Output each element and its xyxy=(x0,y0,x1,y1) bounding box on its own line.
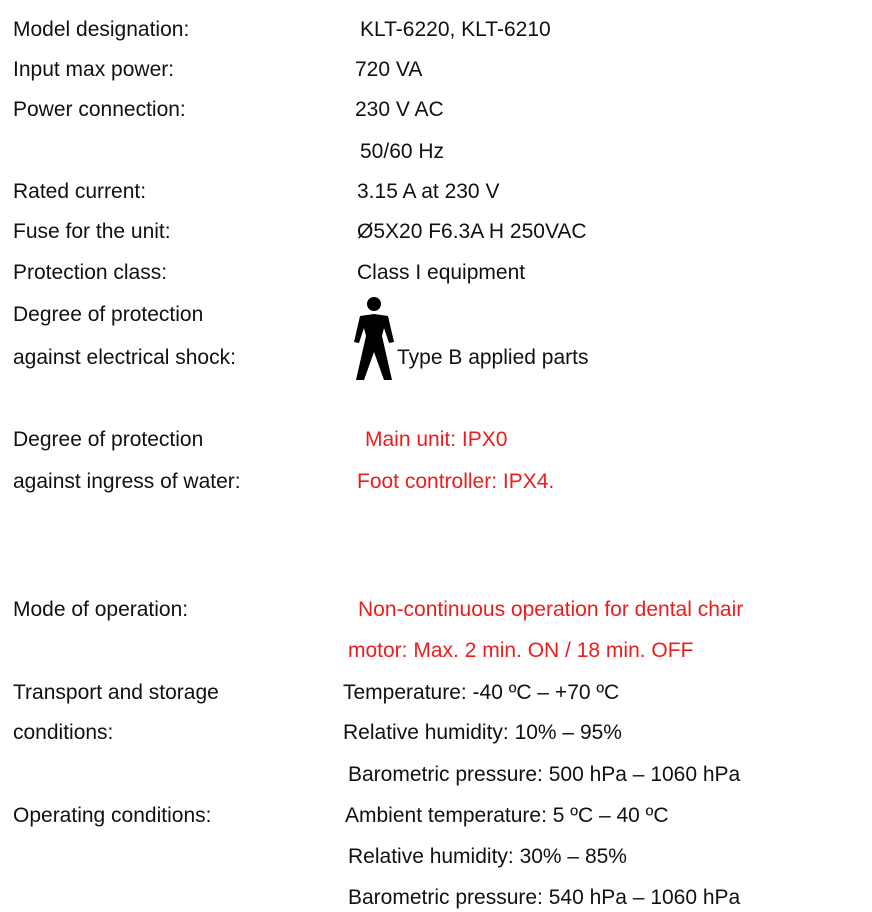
label: against ingress of water: xyxy=(13,470,241,493)
value: 3.15 A at 230 V xyxy=(357,180,500,203)
value: Non-continuous operation for dental chai… xyxy=(358,598,744,621)
label: Fuse for the unit: xyxy=(13,220,171,243)
label: Degree of protection xyxy=(13,428,204,451)
label: Input max power: xyxy=(13,58,175,81)
value: Relative humidity: 10% – 95% xyxy=(343,721,622,744)
value: Foot controller: IPX4. xyxy=(357,470,555,493)
label: Degree of protection xyxy=(13,303,204,326)
label: Power connection: xyxy=(13,98,186,121)
value: Ø5X20 F6.3A H 250VAC xyxy=(357,220,587,243)
value: 720 VA xyxy=(355,58,423,81)
label: Operating conditions: xyxy=(13,804,212,827)
value: Class I equipment xyxy=(357,261,526,284)
label: Model designation: xyxy=(13,18,190,41)
label: against electrical shock: xyxy=(13,346,236,369)
type-b-icon xyxy=(354,297,394,380)
label: Mode of operation: xyxy=(13,598,189,621)
value: Barometric pressure: 500 hPa – 1060 hPa xyxy=(348,763,741,786)
label: Transport and storage xyxy=(13,681,219,704)
label: Protection class: xyxy=(13,261,168,284)
label: Rated current: xyxy=(13,180,147,203)
value: Type B applied parts xyxy=(397,346,589,369)
value: KLT-6220, KLT-6210 xyxy=(360,18,551,41)
value: 230 V AC xyxy=(355,98,444,121)
value: Relative humidity: 30% – 85% xyxy=(348,845,627,868)
value: Ambient temperature: 5 ºC – 40 ºC xyxy=(345,804,669,827)
value: motor: Max. 2 min. ON / 18 min. OFF xyxy=(348,639,694,662)
label: conditions: xyxy=(13,721,114,744)
value: Temperature: -40 ºC – +70 ºC xyxy=(343,681,620,704)
value: Main unit: IPX0 xyxy=(365,428,508,451)
value: Barometric pressure: 540 hPa – 1060 hPa xyxy=(348,886,741,909)
value: 50/60 Hz xyxy=(360,140,445,163)
